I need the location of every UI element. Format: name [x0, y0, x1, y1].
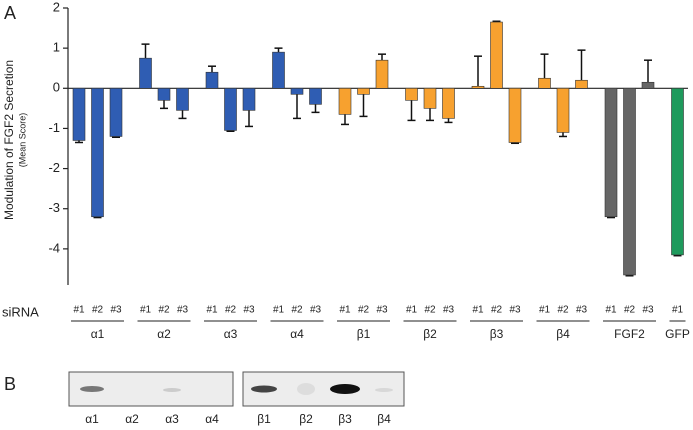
x-axis-label: siRNA	[2, 304, 39, 319]
group-label: α3	[224, 327, 238, 341]
bar	[72, 87, 86, 141]
bar	[224, 87, 237, 131]
x-tick-label: #1	[672, 305, 684, 316]
x-tick-label: #2	[225, 305, 237, 316]
x-tick-label: #2	[624, 305, 636, 316]
group-label: α2	[157, 327, 171, 341]
x-tick-label: #3	[243, 305, 255, 316]
bar	[538, 77, 551, 89]
bar	[405, 87, 418, 101]
x-tick-label: #3	[310, 305, 322, 316]
bar	[357, 87, 370, 95]
y-axis-sublabel: (Mean Score)	[17, 113, 27, 168]
lane-label: β2	[299, 412, 313, 426]
bar	[205, 71, 219, 89]
blot-band	[375, 388, 393, 392]
x-tick-label: #1	[339, 305, 351, 316]
group-label: β2	[423, 327, 437, 341]
x-tick-label: #2	[291, 305, 303, 316]
panel-label: B	[4, 374, 16, 394]
group-label: β3	[490, 327, 504, 341]
bar	[109, 87, 123, 137]
lane-label: β3	[338, 412, 352, 426]
x-tick-label: #2	[424, 305, 436, 316]
x-tick-label: #2	[557, 305, 569, 316]
blot-band	[163, 388, 181, 392]
x-tick-label: #1	[605, 305, 617, 316]
blot-band	[330, 384, 360, 394]
x-tick-label: #3	[576, 305, 588, 316]
x-tick-label: #2	[158, 305, 170, 316]
lane-label: α3	[165, 412, 179, 426]
x-tick-label: #3	[443, 305, 455, 316]
blot-band	[80, 386, 104, 392]
bar	[272, 51, 285, 89]
x-tick-label: #1	[273, 305, 285, 316]
bar	[176, 87, 189, 111]
bar	[508, 87, 522, 143]
blot-band	[297, 383, 315, 395]
panel-label: A	[4, 3, 16, 23]
x-tick-label: #1	[206, 305, 218, 316]
bar	[575, 79, 588, 89]
x-tick-label: #3	[376, 305, 388, 316]
bar	[671, 87, 684, 256]
group-label: α4	[290, 327, 304, 341]
group-label: β1	[357, 327, 371, 341]
bar	[242, 87, 256, 111]
group-label: β4	[556, 327, 570, 341]
y-axis-label: Modulation of FGF2 Secretion	[2, 60, 16, 220]
bar	[641, 81, 655, 89]
bar	[338, 87, 352, 115]
lane-label: α2	[125, 412, 139, 426]
group-label: α1	[91, 327, 105, 341]
x-tick-label: #3	[642, 305, 654, 316]
x-tick-label: #3	[110, 305, 122, 316]
bar	[556, 87, 570, 133]
y-tick-label: 2	[53, 0, 60, 14]
x-tick-label: #1	[140, 305, 152, 316]
bar	[490, 21, 503, 89]
lane-label: α4	[205, 412, 219, 426]
bar	[471, 85, 485, 89]
bar	[139, 57, 152, 89]
bar	[375, 59, 389, 89]
lane-label: α1	[85, 412, 99, 426]
bar	[290, 87, 304, 95]
y-tick-label: -2	[48, 160, 60, 175]
x-tick-label: #3	[509, 305, 521, 316]
bar	[91, 87, 104, 218]
x-tick-label: #1	[539, 305, 551, 316]
x-tick-label: #2	[491, 305, 503, 316]
bar	[423, 87, 437, 109]
y-tick-label: -4	[48, 240, 60, 255]
x-tick-label: #1	[472, 305, 484, 316]
y-tick-label: -1	[48, 120, 60, 135]
blot-band	[251, 385, 277, 393]
x-tick-label: #1	[406, 305, 418, 316]
y-tick-label: 0	[53, 80, 60, 95]
lane-label: β1	[257, 412, 271, 426]
bar	[309, 87, 322, 105]
bar	[604, 87, 618, 218]
group-label: GFP	[665, 327, 690, 341]
x-tick-label: #3	[177, 305, 189, 316]
group-label: FGF2	[614, 327, 645, 341]
bar	[157, 87, 171, 101]
lane-label: β4	[377, 412, 391, 426]
x-tick-label: #2	[92, 305, 104, 316]
bar	[442, 87, 455, 119]
bar	[623, 87, 636, 276]
y-tick-label: -3	[48, 200, 60, 215]
x-tick-label: #1	[73, 305, 85, 316]
x-tick-label: #2	[358, 305, 370, 316]
y-tick-label: 1	[53, 40, 60, 55]
